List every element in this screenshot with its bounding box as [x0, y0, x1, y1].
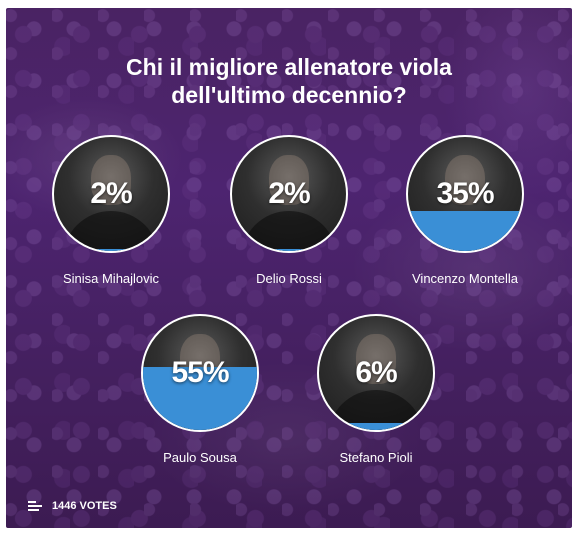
option-name: Sinisa Mihajlovic: [62, 271, 160, 286]
poll-title: Chi il migliore allenatore viola dell'ul…: [6, 53, 572, 109]
option-name: Vincenzo Montella: [412, 271, 518, 286]
poll-option-sinisa-mihajlovic[interactable]: 2% Sinisa Mihajlovic: [52, 135, 170, 286]
vote-percentage: 6%: [355, 356, 397, 389]
vote-percentage: 35%: [436, 177, 494, 210]
vote-fill: [408, 211, 522, 251]
votes-footer: 1446 VOTES: [28, 500, 117, 512]
poll-option-stefano-pioli[interactable]: 6% Stefano Pioli: [317, 314, 435, 465]
vote-fill: [54, 248, 168, 251]
poll-option-delio-rossi[interactable]: 2% Delio Rossi: [230, 135, 348, 286]
poll-widget: Chi il migliore allenatore viola dell'ul…: [6, 8, 572, 528]
vote-fill: [319, 423, 433, 430]
option-photo[interactable]: 6%: [317, 314, 435, 432]
option-photo[interactable]: 2%: [230, 135, 348, 253]
vote-fill: [143, 367, 257, 430]
poll-title-line-1: Chi il migliore allenatore viola: [126, 54, 452, 80]
bar-chart-icon: [28, 501, 42, 511]
coach-photo-shoulders: [241, 211, 337, 251]
coach-photo-shoulders: [63, 211, 159, 251]
votes-count: 1446 VOTES: [52, 500, 117, 512]
coach-photo-face: [356, 334, 396, 384]
option-photo[interactable]: 55%: [141, 314, 259, 432]
coach-photo-face: [91, 155, 131, 205]
coach-photo-face: [445, 155, 485, 205]
poll-option-vincenzo-montella[interactable]: 35% Vincenzo Montella: [406, 135, 524, 286]
poll-title-line-2: dell'ultimo decennio?: [171, 82, 407, 108]
option-photo[interactable]: 2%: [52, 135, 170, 253]
poll-option-paulo-sousa[interactable]: 55% Paulo Sousa: [141, 314, 259, 465]
option-name: Stefano Pioli: [339, 450, 413, 465]
crowd-background: [6, 8, 572, 528]
option-name: Paulo Sousa: [163, 450, 237, 465]
option-name: Delio Rossi: [256, 271, 322, 286]
vote-percentage: 2%: [90, 177, 132, 210]
option-photo[interactable]: 35%: [406, 135, 524, 253]
vote-percentage: 55%: [171, 356, 229, 389]
vote-fill: [232, 248, 346, 251]
coach-photo-face: [269, 155, 309, 205]
vote-percentage: 2%: [268, 177, 310, 210]
